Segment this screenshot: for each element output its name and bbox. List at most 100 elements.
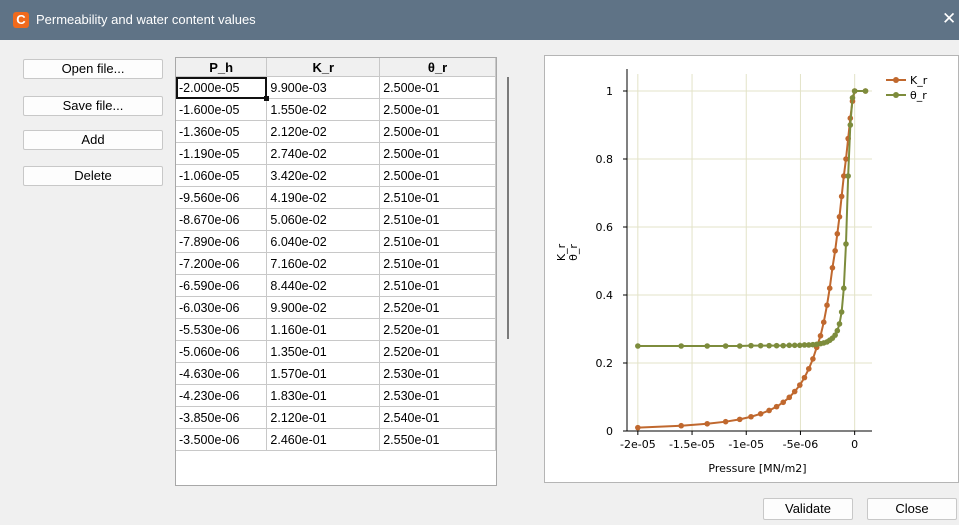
- table-cell[interactable]: -1.190e-05: [176, 142, 268, 165]
- table-cell[interactable]: 2.120e-01: [266, 406, 381, 429]
- scrollbar-thumb[interactable]: [507, 77, 509, 339]
- table-cell[interactable]: 6.040e-02: [266, 230, 381, 253]
- table-cell[interactable]: 2.740e-02: [266, 142, 381, 165]
- table-cell[interactable]: 2.530e-01: [379, 384, 496, 407]
- table-cell[interactable]: 2.520e-01: [379, 296, 496, 319]
- table-cell[interactable]: 2.460e-01: [266, 428, 381, 451]
- table-row[interactable]: -1.060e-05 3.420e-02 2.500e-01: [176, 164, 496, 187]
- table-cell[interactable]: 2.500e-01: [379, 142, 496, 165]
- table-row[interactable]: -1.360e-05 2.120e-02 2.500e-01: [176, 120, 496, 143]
- table-cell[interactable]: 5.060e-02: [266, 208, 381, 231]
- add-button[interactable]: Add: [23, 130, 163, 150]
- table-cell[interactable]: -7.890e-06: [176, 230, 268, 253]
- table-cell[interactable]: -6.590e-06: [176, 274, 268, 297]
- table-cell[interactable]: 9.900e-03: [266, 76, 381, 99]
- legend-marker: [893, 77, 899, 83]
- table-cell[interactable]: 2.550e-01: [379, 428, 496, 451]
- table-cell[interactable]: 2.520e-01: [379, 340, 496, 363]
- table-cell[interactable]: 2.510e-01: [379, 186, 496, 209]
- save-file-button[interactable]: Save file...: [23, 96, 163, 116]
- table-cell[interactable]: 2.540e-01: [379, 406, 496, 429]
- data-point: [786, 342, 793, 349]
- table-row[interactable]: -2.000e-05 9.900e-03 2.500e-01: [176, 76, 496, 101]
- data-point: [838, 193, 845, 200]
- table-cell[interactable]: 8.440e-02: [266, 274, 381, 297]
- table-cell[interactable]: 1.160e-01: [266, 318, 381, 341]
- table-cell[interactable]: 2.500e-01: [379, 98, 496, 121]
- table-cell[interactable]: -1.060e-05: [176, 164, 268, 187]
- data-point: [832, 248, 838, 254]
- table-cell[interactable]: -3.850e-06: [176, 406, 268, 429]
- table-cell[interactable]: 7.160e-02: [266, 252, 381, 275]
- table-row[interactable]: -4.630e-06 1.570e-01 2.530e-01: [176, 362, 496, 385]
- column-header-k-r[interactable]: K_r: [266, 58, 381, 77]
- table-cell[interactable]: -1.360e-05: [176, 120, 268, 143]
- table-row[interactable]: -1.600e-05 1.550e-02 2.500e-01: [176, 98, 496, 121]
- table-cell[interactable]: 1.550e-02: [266, 98, 381, 121]
- legend-marker: [893, 92, 899, 98]
- data-point: [805, 342, 812, 348]
- table-cell[interactable]: 1.570e-01: [266, 362, 381, 385]
- data-point: [845, 173, 851, 179]
- column-header-theta-r[interactable]: θ_r: [379, 58, 496, 77]
- data-point: [704, 420, 711, 427]
- table-row[interactable]: -7.890e-06 6.040e-02 2.510e-01: [176, 230, 496, 253]
- table-cell[interactable]: 2.500e-01: [379, 120, 496, 143]
- data-point: [757, 342, 764, 349]
- table-cell[interactable]: -2.000e-05: [176, 76, 270, 101]
- table-cell[interactable]: 2.120e-02: [266, 120, 381, 143]
- table-row[interactable]: -6.590e-06 8.440e-02 2.510e-01: [176, 274, 496, 297]
- table-cell[interactable]: 2.510e-01: [379, 208, 496, 231]
- table-cell[interactable]: -4.230e-06: [176, 384, 268, 407]
- table-cell[interactable]: -5.060e-06: [176, 340, 268, 363]
- table-cell[interactable]: 3.420e-02: [266, 164, 381, 187]
- table-row[interactable]: -5.530e-06 1.160e-01 2.520e-01: [176, 318, 496, 341]
- data-point: [748, 413, 754, 420]
- table-row[interactable]: -1.190e-05 2.740e-02 2.500e-01: [176, 142, 496, 165]
- y-tick-label: 0.4: [596, 289, 614, 302]
- delete-button[interactable]: Delete: [23, 166, 163, 186]
- table-cell[interactable]: 2.520e-01: [379, 318, 496, 341]
- table-cell[interactable]: -5.530e-06: [176, 318, 268, 341]
- data-point: [722, 343, 729, 349]
- close-button[interactable]: Close: [867, 498, 957, 520]
- data-point: [773, 342, 780, 349]
- data-point: [836, 321, 843, 327]
- table-row[interactable]: -9.560e-06 4.190e-02 2.510e-01: [176, 186, 496, 209]
- table-cell[interactable]: -1.600e-05: [176, 98, 268, 121]
- data-point: [805, 365, 812, 372]
- table-cell[interactable]: 2.500e-01: [379, 164, 496, 187]
- values-table[interactable]: P_h K_r θ_r -2.000e-05 9.900e-03 2.500e-01…: [175, 57, 497, 486]
- table-cell[interactable]: 2.530e-01: [379, 362, 496, 385]
- table-row[interactable]: -3.850e-06 2.120e-01 2.540e-01: [176, 406, 496, 429]
- table-cell[interactable]: 2.510e-01: [379, 274, 496, 297]
- legend-label: θ_r: [910, 89, 927, 102]
- table-row[interactable]: -4.230e-06 1.830e-01 2.530e-01: [176, 384, 496, 407]
- window-close-icon[interactable]: ✕: [942, 9, 957, 28]
- table-cell[interactable]: -8.670e-06: [176, 208, 268, 231]
- validate-button[interactable]: Validate: [763, 498, 853, 520]
- data-point: [678, 422, 685, 429]
- table-row[interactable]: -8.670e-06 5.060e-02 2.510e-01: [176, 208, 496, 231]
- open-file-button[interactable]: Open file...: [23, 59, 163, 79]
- table-cell[interactable]: -4.630e-06: [176, 362, 268, 385]
- table-scrollbar[interactable]: [498, 57, 518, 486]
- table-row[interactable]: -7.200e-06 7.160e-02 2.510e-01: [176, 252, 496, 275]
- table-cell[interactable]: -7.200e-06: [176, 252, 268, 275]
- table-cell[interactable]: 1.830e-01: [266, 384, 381, 407]
- table-cell[interactable]: 1.350e-01: [266, 340, 381, 363]
- data-point: [791, 342, 798, 349]
- table-row[interactable]: -3.500e-06 2.460e-01 2.550e-01: [176, 428, 496, 451]
- table-cell[interactable]: 2.500e-01: [379, 76, 496, 99]
- table-cell[interactable]: -3.500e-06: [176, 428, 268, 451]
- table-cell[interactable]: 4.190e-02: [266, 186, 381, 209]
- table-row[interactable]: -6.030e-06 9.900e-02 2.520e-01: [176, 296, 496, 319]
- table-cell[interactable]: 2.510e-01: [379, 230, 496, 253]
- table-cell[interactable]: -6.030e-06: [176, 296, 268, 319]
- table-row[interactable]: -5.060e-06 1.350e-01 2.520e-01: [176, 340, 496, 363]
- table-cell[interactable]: 9.900e-02: [266, 296, 381, 319]
- column-header-p-h[interactable]: P_h: [176, 58, 268, 77]
- data-point: [836, 214, 843, 220]
- table-cell[interactable]: 2.510e-01: [379, 252, 496, 275]
- table-cell[interactable]: -9.560e-06: [176, 186, 268, 209]
